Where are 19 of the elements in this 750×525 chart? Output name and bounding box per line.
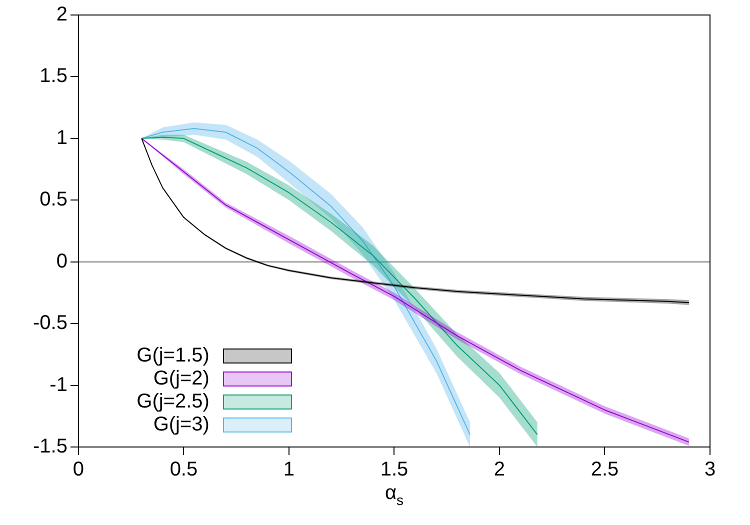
y-tick-label: 0.5 [40, 188, 68, 211]
y-tick-label: 0 [56, 250, 68, 272]
legend-label: G(j=1.5) [136, 344, 210, 367]
x-tick-label: 2 [494, 458, 506, 481]
y-tick-label: 2 [56, 4, 68, 26]
y-tick-label: 1 [56, 126, 68, 149]
y-tick-label: -1.5 [32, 436, 68, 458]
legend-label: G(j=3) [153, 414, 210, 436]
x-tick-label: 2.5 [590, 458, 619, 481]
x-tick-label: 0.5 [170, 458, 198, 481]
y-tick-label: -1 [50, 374, 68, 396]
y-tick-label: 1.5 [40, 65, 68, 88]
x-tick-label: 0 [72, 458, 84, 481]
x-tick-label: 1 [283, 458, 295, 481]
x-tick-label: 3 [704, 458, 716, 481]
legend-label: G(j=2) [153, 368, 210, 390]
x-tick-label: 1.5 [380, 458, 408, 481]
legend-label: G(j=2.5) [136, 390, 210, 413]
y-tick-label: -0.5 [32, 312, 68, 334]
